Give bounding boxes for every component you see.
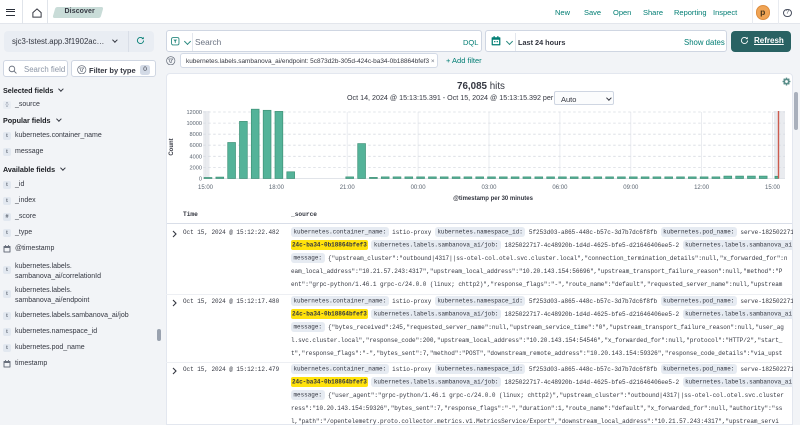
svg-text:06:00: 06:00 xyxy=(552,185,568,191)
svg-text:2000: 2000 xyxy=(190,165,202,171)
svg-text:21:00: 21:00 xyxy=(340,185,356,191)
svg-text:@timestamp per 30 minutes: @timestamp per 30 minutes xyxy=(453,196,534,202)
svg-text:00:00: 00:00 xyxy=(411,185,427,191)
svg-text:12000: 12000 xyxy=(186,110,202,116)
svg-text:18:00: 18:00 xyxy=(269,185,285,191)
svg-text:15:00: 15:00 xyxy=(198,185,214,191)
svg-text:03:00: 03:00 xyxy=(481,185,497,191)
svg-text:4000: 4000 xyxy=(190,154,202,160)
svg-text:6000: 6000 xyxy=(190,143,202,149)
svg-text:09:00: 09:00 xyxy=(623,185,639,191)
svg-text:8000: 8000 xyxy=(190,132,202,138)
svg-text:12:00: 12:00 xyxy=(694,185,710,191)
svg-text:0: 0 xyxy=(199,177,202,183)
svg-text:Count: Count xyxy=(169,138,175,155)
svg-text:10000: 10000 xyxy=(186,121,202,127)
svg-text:15:00: 15:00 xyxy=(765,185,781,191)
